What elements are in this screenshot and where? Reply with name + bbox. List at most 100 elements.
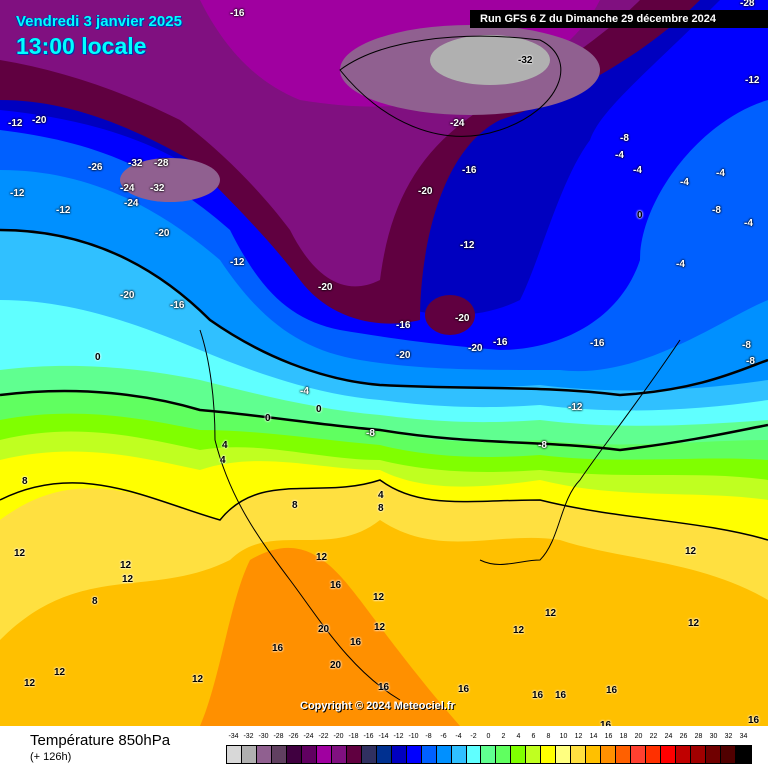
scale-tick-label: -12 [393,733,404,740]
isotherm-value-label: 12 [14,548,26,559]
scale-tick-label: 34 [739,733,748,740]
scale-swatch [616,746,632,763]
scale-swatch [346,746,362,763]
isotherm-value-label: -12 [10,188,25,199]
zone-mexico-warm [200,547,460,726]
scale-tick-label: 10 [559,733,568,740]
isotherm-value-label: 16 [532,690,544,701]
isotherm-value-label: -4 [300,386,309,397]
isotherm-value-label: 0 [95,352,101,363]
scale-tick-label: 14 [589,733,598,740]
isotherm-value-label: 12 [374,622,386,633]
scale-tick-label: 20 [634,733,643,740]
scale-swatch [241,746,257,763]
isotherm-value-label: 0 [265,413,271,424]
scale-swatch [331,746,347,763]
isotherm-value-label: -32 [150,183,165,194]
isotherm-value-label: -24 [450,118,465,129]
scale-swatch [676,746,692,763]
scale-tick-label: 32 [724,733,733,740]
scale-swatch [661,746,677,763]
scale-swatch [391,746,407,763]
scale-swatch [227,746,242,763]
isotherm-value-label: -4 [633,165,642,176]
isotherm-value-label: -4 [744,218,753,229]
scale-tick-label: 4 [516,733,521,740]
scale-tick-label: -24 [303,733,314,740]
isotherm-value-label: -16 [590,338,605,349]
greenland-coast [339,35,562,137]
scale-tick-label: -18 [348,733,359,740]
isotherm-value-label: 12 [24,678,36,689]
scale-tick-label: 16 [604,733,613,740]
scale-swatch [601,746,617,763]
scale-swatch [301,746,317,763]
scale-tick-label: -22 [318,733,329,740]
isotherm-value-label: -12 [568,402,583,413]
isotherm-value-label: 0 [316,404,322,415]
isotherm-value-label: 16 [378,682,390,693]
scale-swatch [526,746,542,763]
scale-swatch [735,746,751,763]
copyright: Copyright © 2024 Meteociel.fr [300,700,455,712]
isotherm-value-label: 12 [373,592,385,603]
scale-swatch [421,746,437,763]
scale-ticks: -34 -32 -30 -28 -26 -24 -22 -20 -18 -16 -14 -12 -10-… [226,733,752,743]
isotherm-value-label: -4 [680,177,689,188]
isotherm-value-label: 16 [606,685,618,696]
isotherm-value-label: 12 [688,618,700,629]
scale-swatch [646,746,662,763]
scale-swatch [541,746,557,763]
scale-tick-label: -8 [425,733,432,740]
isotherm-value-label: -20 [418,186,433,197]
isotherm-value-label: 12 [316,552,328,563]
isotherm-value-label: 12 [192,674,204,685]
scale-tick-label: 26 [679,733,688,740]
isotherm-value-label: 4 [378,490,384,501]
isotherm-value-label: -20 [155,228,170,239]
isotherm-value-label: -8 [538,440,547,451]
isotherm-value-label: -32 [518,55,533,66]
color-scale: -34 -32 -30 -28 -26 -24 -22 -20 -18 -16 -14 -12 -10-… [226,733,752,764]
scale-swatch [706,746,721,763]
scale-tick-label: 8 [546,733,551,740]
scale-swatch [631,746,647,763]
scale-tick-label: -16 [363,733,374,740]
zone-alaska-cold [120,158,220,202]
isotherm-value-label: 16 [272,643,284,654]
isotherm-value-label: 20 [330,660,342,671]
isotherm-value-label: 16 [555,690,567,701]
isotherm-value-label: -16 [462,165,477,176]
isotherm-value-label: -20 [396,350,411,361]
isotherm-value-label: -20 [455,313,470,324]
legend-title: Température 850hPa [30,732,171,749]
isotherm-value-label: -4 [676,259,685,270]
isotherm-value-label: -12 [460,240,475,251]
zone-greenland-coldest [430,35,550,85]
legend-panel: Température 850hPa (+ 126h) -34 -32 -30 -28… [0,726,768,768]
isotherm-value-label: -20 [468,343,483,354]
isotherm-value-label: -12 [745,75,760,86]
scale-tick-label: 2 [501,733,506,740]
isotherm-value-label: -8 [746,356,755,367]
isotherm-value-label: 0 [637,210,643,221]
isotherm-value-label: -32 [128,158,143,169]
scale-swatch [271,746,287,763]
scale-swatch [556,746,572,763]
scale-swatch [466,746,482,763]
scale-tick-label: -6 [440,733,447,740]
isotherm-value-label: -8 [620,133,629,144]
scale-swatch [586,746,602,763]
scale-tick-label: 12 [574,733,583,740]
scale-tick-label: -30 [258,733,269,740]
isotherm-value-label: 16 [748,715,760,726]
isotherm-value-label: 4 [220,455,226,466]
coastline [199,329,681,701]
isotherm-value-label: -28 [154,158,169,169]
scale-swatch [496,746,512,763]
isotherm-value-label: -8 [366,428,375,439]
isotherm-value-label: -4 [615,150,624,161]
isotherm-value-label: 12 [513,625,525,636]
isotherm-value-label: 12 [545,608,557,619]
scale-tick-label: 24 [664,733,673,740]
